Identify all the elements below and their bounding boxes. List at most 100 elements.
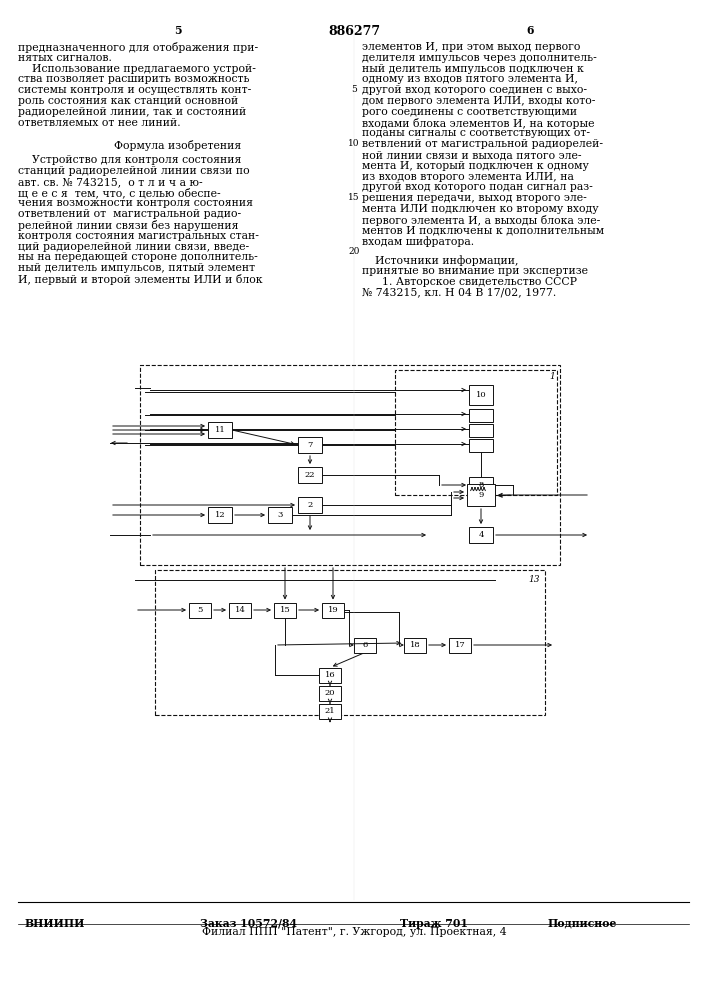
Text: станций радиорелейной линии связи по: станций радиорелейной линии связи по xyxy=(18,166,250,176)
Text: Формула изобретения: Формула изобретения xyxy=(115,140,242,151)
Text: предназначенного для отображения при-: предназначенного для отображения при- xyxy=(18,42,258,53)
Text: ветвлений от магистральной радиорелей-: ветвлений от магистральной радиорелей- xyxy=(362,139,603,149)
Text: И, первый и второй элементы ИЛИ и блок: И, первый и второй элементы ИЛИ и блок xyxy=(18,274,262,285)
Bar xyxy=(208,507,232,523)
Bar xyxy=(404,638,426,652)
Text: системы контроля и осуществлять конт-: системы контроля и осуществлять конт- xyxy=(18,85,251,95)
Text: ций радиорелейной линии связи, введе-: ций радиорелейной линии связи, введе- xyxy=(18,242,249,252)
Text: чения возможности контроля состояния: чения возможности контроля состояния xyxy=(18,198,253,208)
Text: элементов И, при этом выход первого: элементов И, при этом выход первого xyxy=(362,42,580,52)
Text: Источники информации,: Источники информации, xyxy=(375,255,519,266)
Text: входам шифратора.: входам шифратора. xyxy=(362,236,474,247)
Bar xyxy=(298,497,322,513)
Text: 13: 13 xyxy=(529,575,540,584)
Text: 20: 20 xyxy=(325,689,335,697)
Text: 5: 5 xyxy=(351,85,357,94)
Bar xyxy=(298,437,322,453)
Text: 15: 15 xyxy=(280,606,291,614)
Text: авт. св. № 743215,  о т л и ч а ю-: авт. св. № 743215, о т л и ч а ю- xyxy=(18,177,203,187)
Bar xyxy=(208,422,232,438)
Text: рого соединены с соответствующими: рого соединены с соответствующими xyxy=(362,107,577,117)
Text: 16: 16 xyxy=(325,671,335,679)
Bar xyxy=(354,638,376,652)
Text: Заказ 10572/84: Заказ 10572/84 xyxy=(200,918,297,929)
Text: 2: 2 xyxy=(308,501,312,509)
Text: ный делитель импульсов подключен к: ный делитель импульсов подключен к xyxy=(362,64,584,74)
Text: 7: 7 xyxy=(308,441,312,449)
Text: 8: 8 xyxy=(479,481,484,489)
Bar xyxy=(319,686,341,700)
Bar xyxy=(274,602,296,617)
Text: 4: 4 xyxy=(478,531,484,539)
Text: 21: 21 xyxy=(325,707,335,715)
Text: ны на передающей стороне дополнитель-: ны на передающей стороне дополнитель- xyxy=(18,252,258,262)
Text: мента И, который подключен к одному: мента И, который подключен к одному xyxy=(362,161,589,171)
Text: 12: 12 xyxy=(215,511,226,519)
Text: 9: 9 xyxy=(479,491,484,499)
Text: щ е е с я  тем, что, с целью обеспе-: щ е е с я тем, что, с целью обеспе- xyxy=(18,188,221,198)
Bar xyxy=(469,527,493,543)
Text: Подписное: Подписное xyxy=(548,918,617,929)
Text: радиорелейной линии, так и состояний: радиорелейной линии, так и состояний xyxy=(18,107,246,117)
Bar xyxy=(268,507,292,523)
Text: ментов И подключены к дополнительным: ментов И подключены к дополнительным xyxy=(362,226,604,236)
Text: Устройство для контроля состояния: Устройство для контроля состояния xyxy=(18,155,241,165)
Bar xyxy=(449,638,471,652)
Text: № 743215, кл. Н 04 В 17/02, 1977.: № 743215, кл. Н 04 В 17/02, 1977. xyxy=(362,288,556,298)
Text: Филиал ППП "Патент", г. Ужгород, ул. Проектная, 4: Филиал ППП "Патент", г. Ужгород, ул. Про… xyxy=(201,927,506,937)
Text: 19: 19 xyxy=(327,606,339,614)
Text: 17: 17 xyxy=(455,641,465,649)
Text: другой вход которого подан сигнал раз-: другой вход которого подан сигнал раз- xyxy=(362,182,592,192)
Text: входами блока элементов И, на которые: входами блока элементов И, на которые xyxy=(362,118,595,129)
Text: 6: 6 xyxy=(363,641,368,649)
Bar xyxy=(469,385,493,405)
Text: ответвляемых от нее линий.: ответвляемых от нее линий. xyxy=(18,118,180,128)
Bar xyxy=(319,668,341,682)
Text: ства позволяет расширить возможность: ства позволяет расширить возможность xyxy=(18,74,250,84)
Text: роль состояния как станций основной: роль состояния как станций основной xyxy=(18,96,238,106)
Text: 18: 18 xyxy=(409,641,421,649)
Text: первого элемента И, а выходы блока эле-: первого элемента И, а выходы блока эле- xyxy=(362,215,600,226)
Text: Тираж 701: Тираж 701 xyxy=(400,918,468,929)
Bar xyxy=(229,602,251,617)
Text: мента ИЛИ подключен ко второму входу: мента ИЛИ подключен ко второму входу xyxy=(362,204,599,214)
Text: ВНИИПИ: ВНИИПИ xyxy=(25,918,86,929)
Text: 10: 10 xyxy=(476,391,486,399)
Text: дом первого элемента ИЛИ, входы кото-: дом первого элемента ИЛИ, входы кото- xyxy=(362,96,595,106)
Text: релейной линии связи без нарушения: релейной линии связи без нарушения xyxy=(18,220,238,231)
Bar xyxy=(469,438,493,452)
Text: 14: 14 xyxy=(235,606,245,614)
Text: Использование предлагаемого устрой-: Использование предлагаемого устрой- xyxy=(18,64,256,74)
Bar xyxy=(189,602,211,617)
Text: одному из входов пятого элемента И,: одному из входов пятого элемента И, xyxy=(362,74,578,84)
Text: ной линии связи и выхода пятого эле-: ной линии связи и выхода пятого эле- xyxy=(362,150,581,160)
Text: 10: 10 xyxy=(349,139,360,148)
Text: из входов второго элемента ИЛИ, на: из входов второго элемента ИЛИ, на xyxy=(362,172,574,182)
Bar xyxy=(469,424,493,436)
Bar xyxy=(140,365,560,565)
Text: ответвлений от  магистральной радио-: ответвлений от магистральной радио- xyxy=(18,209,241,219)
Bar xyxy=(298,467,322,483)
Text: 6: 6 xyxy=(526,25,534,36)
Text: 5: 5 xyxy=(174,25,182,36)
Text: 20: 20 xyxy=(349,247,360,256)
Text: делителя импульсов через дополнитель-: делителя импульсов через дополнитель- xyxy=(362,53,597,63)
Text: 5: 5 xyxy=(197,606,203,614)
Text: решения передачи, выход второго эле-: решения передачи, выход второго эле- xyxy=(362,193,587,203)
Text: 886277: 886277 xyxy=(328,25,380,38)
Text: ный делитель импульсов, пятый элемент: ный делитель импульсов, пятый элемент xyxy=(18,263,255,273)
Bar xyxy=(469,408,493,422)
Bar xyxy=(467,484,495,506)
Bar xyxy=(319,704,341,718)
Text: нятых сигналов.: нятых сигналов. xyxy=(18,53,112,63)
Text: 1: 1 xyxy=(549,372,555,381)
Text: 22: 22 xyxy=(305,471,315,479)
Text: контроля состояния магистральных стан-: контроля состояния магистральных стан- xyxy=(18,231,259,241)
Text: принятые во внимание при экспертизе: принятые во внимание при экспертизе xyxy=(362,266,588,276)
Bar xyxy=(322,602,344,617)
Text: другой вход которого соединен с выхо-: другой вход которого соединен с выхо- xyxy=(362,85,587,95)
Text: 11: 11 xyxy=(215,426,226,434)
Bar xyxy=(395,370,557,495)
Bar xyxy=(155,570,545,715)
Text: 1. Авторское свидетельство СССР: 1. Авторское свидетельство СССР xyxy=(382,277,577,287)
